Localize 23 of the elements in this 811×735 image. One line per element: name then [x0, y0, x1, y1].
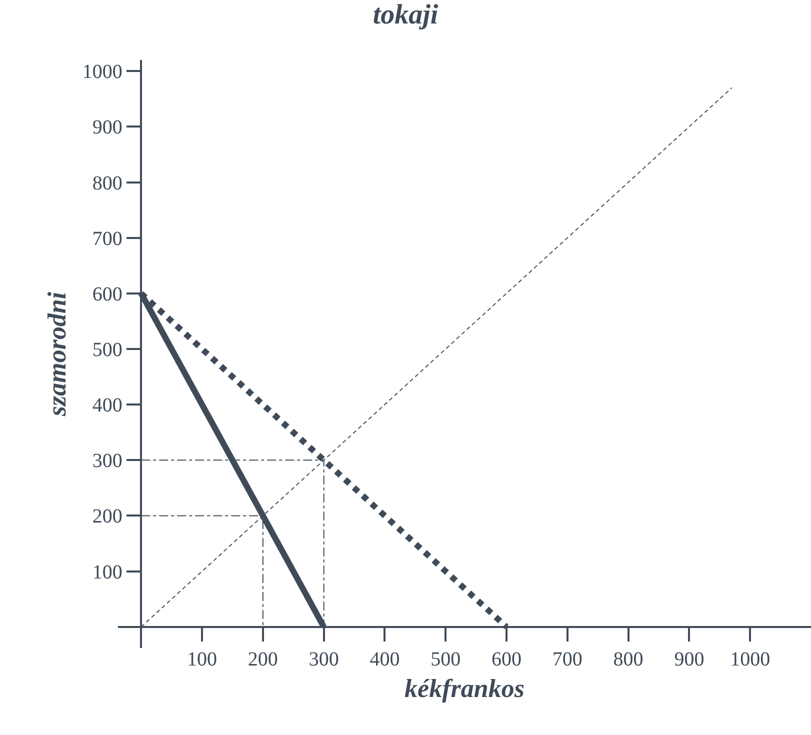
y-tick-label: 500 — [92, 339, 122, 361]
y-tick-label: 1000 — [82, 61, 122, 84]
y-axis-title: szamorodni — [42, 291, 72, 418]
y-tick-label: 700 — [92, 228, 122, 250]
x-tick-label: 1000 — [730, 648, 770, 671]
x-tick-label: 400 — [370, 648, 400, 671]
x-tick-label: 600 — [492, 648, 522, 671]
y-tick-label: 400 — [92, 394, 122, 417]
y-tick-label: 100 — [92, 561, 122, 584]
y-tick-label: 800 — [92, 172, 122, 194]
x-tick-label: 100 — [187, 648, 218, 671]
y-tick-label: 200 — [92, 506, 122, 528]
x-tick-label: 500 — [430, 648, 461, 671]
x-tick-label: 900 — [674, 648, 704, 671]
x-tick-label: 200 — [248, 648, 278, 671]
x-tick-label: 300 — [308, 648, 339, 671]
y-tick-label: 900 — [92, 116, 122, 139]
x-tick-label: 700 — [552, 648, 582, 671]
chart-title: tokaji — [372, 0, 438, 30]
x-axis-title: kékfrankos — [404, 674, 524, 703]
y-tick-label: 600 — [92, 283, 122, 306]
y-tick-label: 300 — [92, 450, 122, 472]
x-tick-label: 800 — [613, 648, 644, 671]
